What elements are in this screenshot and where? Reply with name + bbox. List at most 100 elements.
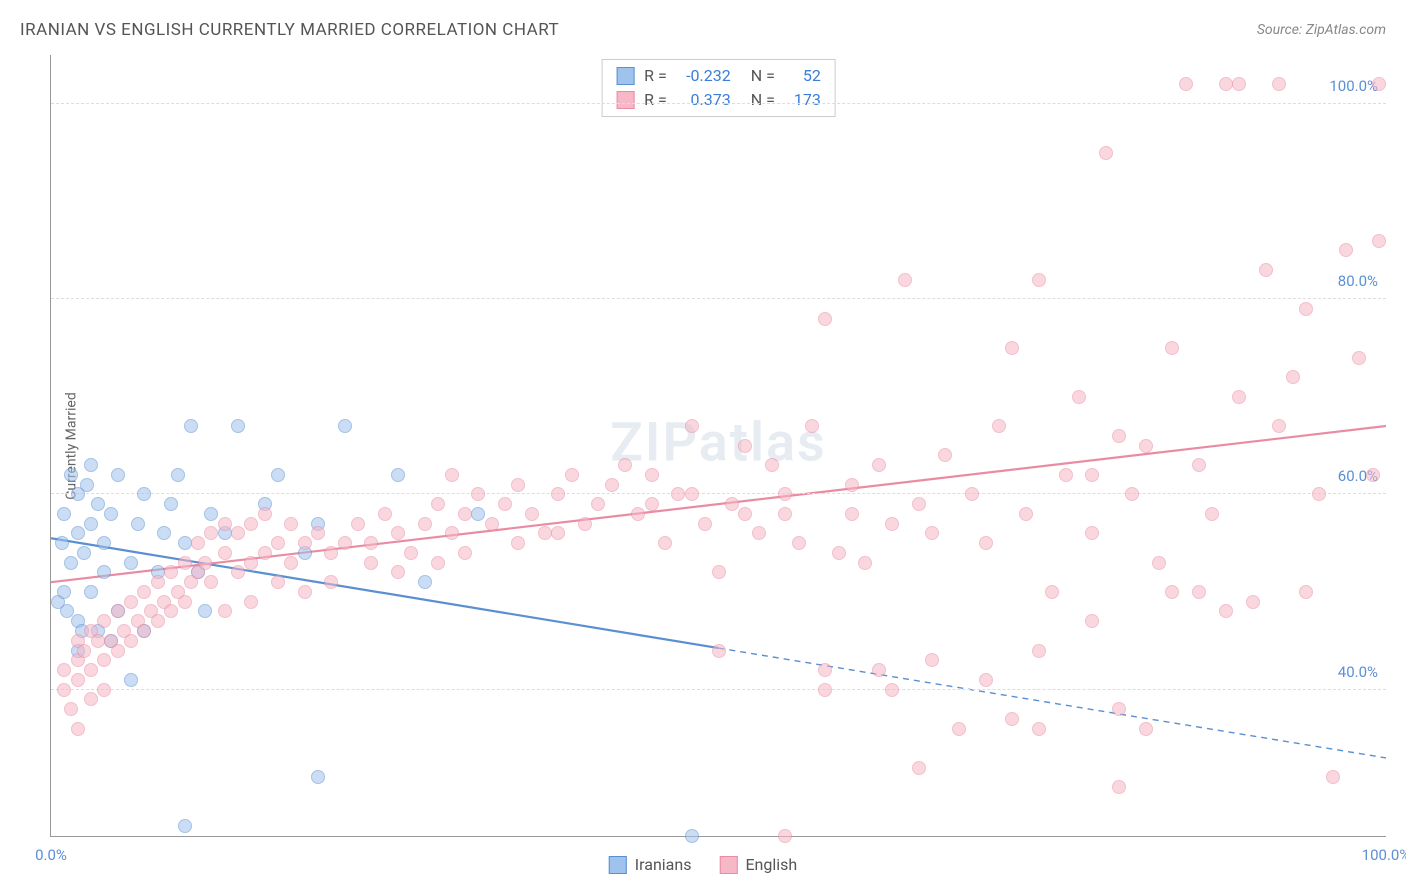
r-label: R = [644, 64, 667, 88]
chart-marker [111, 604, 125, 618]
chart-marker [471, 487, 485, 501]
chart-marker [84, 458, 98, 472]
chart-marker [1192, 458, 1206, 472]
chart-marker [71, 722, 85, 736]
chart-marker [925, 526, 939, 540]
watermark: ZIPatlas [610, 411, 827, 474]
chart-marker [979, 536, 993, 550]
chart-marker [271, 536, 285, 550]
chart-marker [64, 702, 78, 716]
chart-marker [244, 595, 258, 609]
chart-marker [992, 419, 1006, 433]
chart-marker [364, 556, 378, 570]
chart-marker [104, 507, 118, 521]
chart-marker [1032, 273, 1046, 287]
chart-marker [151, 614, 165, 628]
chart-marker [1219, 77, 1233, 91]
chart-marker [698, 517, 712, 531]
chart-marker [752, 526, 766, 540]
chart-marker [898, 273, 912, 287]
chart-marker [164, 497, 178, 511]
scatter-chart: ZIPatlas R =-0.232N =52R =0.373N =173 40… [50, 55, 1386, 837]
grid-line [51, 298, 1386, 299]
chart-marker [258, 546, 272, 560]
chart-marker [511, 536, 525, 550]
chart-marker [1286, 370, 1300, 384]
chart-marker [57, 507, 71, 521]
chart-marker [84, 692, 98, 706]
chart-marker [498, 497, 512, 511]
xtick-label: 0.0% [35, 846, 67, 864]
chart-marker [671, 487, 685, 501]
chart-marker [685, 419, 699, 433]
chart-marker [445, 526, 459, 540]
series-legend: Iranians English [609, 855, 797, 874]
chart-marker [1032, 644, 1046, 658]
chart-marker [204, 526, 218, 540]
chart-marker [97, 565, 111, 579]
chart-marker [137, 624, 151, 638]
chart-marker [124, 673, 138, 687]
chart-marker [551, 487, 565, 501]
chart-marker [1112, 780, 1126, 794]
source-link[interactable]: ZipAtlas.com [1306, 22, 1386, 38]
chart-marker [645, 468, 659, 482]
chart-marker [97, 683, 111, 697]
chart-marker [818, 312, 832, 326]
chart-marker [124, 595, 138, 609]
chart-marker [845, 507, 859, 521]
legend-label: Iranians [635, 855, 692, 874]
chart-marker [57, 683, 71, 697]
chart-marker [925, 653, 939, 667]
chart-marker [324, 546, 338, 560]
chart-marker [1019, 507, 1033, 521]
chart-marker [1085, 468, 1099, 482]
chart-marker [1232, 390, 1246, 404]
chart-marker [712, 565, 726, 579]
chart-marker [298, 536, 312, 550]
chart-marker [738, 507, 752, 521]
legend-label: English [745, 855, 797, 874]
chart-marker [778, 487, 792, 501]
chart-marker [431, 497, 445, 511]
ytick-label: 80.0% [1338, 272, 1378, 290]
chart-marker [805, 419, 819, 433]
chart-marker [1246, 595, 1260, 609]
chart-marker [912, 761, 926, 775]
chart-marker [244, 556, 258, 570]
chart-marker [57, 663, 71, 677]
chart-marker [231, 565, 245, 579]
chart-marker [792, 536, 806, 550]
n-label: N = [751, 88, 775, 112]
chart-marker [324, 575, 338, 589]
chart-marker [338, 419, 352, 433]
chart-marker [832, 546, 846, 560]
chart-marker [204, 507, 218, 521]
chart-marker [1165, 341, 1179, 355]
chart-marker [171, 468, 185, 482]
chart-marker [952, 722, 966, 736]
grid-line [51, 103, 1386, 104]
chart-marker [378, 507, 392, 521]
legend-item: Iranians [609, 855, 692, 874]
trend-lines [51, 55, 1386, 836]
n-value: 52 [785, 64, 821, 88]
grid-line [51, 689, 1386, 690]
chart-marker [1099, 146, 1113, 160]
chart-marker [284, 517, 298, 531]
chart-marker [1112, 429, 1126, 443]
chart-marker [111, 468, 125, 482]
r-value: -0.232 [677, 64, 731, 88]
xtick-label: 100.0% [1362, 846, 1406, 864]
r-value: 0.373 [677, 88, 731, 112]
chart-marker [1005, 341, 1019, 355]
chart-marker [184, 419, 198, 433]
ytick-label: 100.0% [1329, 77, 1378, 95]
chart-marker [271, 575, 285, 589]
chart-marker [1326, 770, 1340, 784]
chart-marker [458, 546, 472, 560]
chart-marker [1312, 487, 1326, 501]
chart-marker [391, 468, 405, 482]
legend-stat-row: R =0.373N =173 [616, 88, 821, 112]
chart-marker [151, 575, 165, 589]
